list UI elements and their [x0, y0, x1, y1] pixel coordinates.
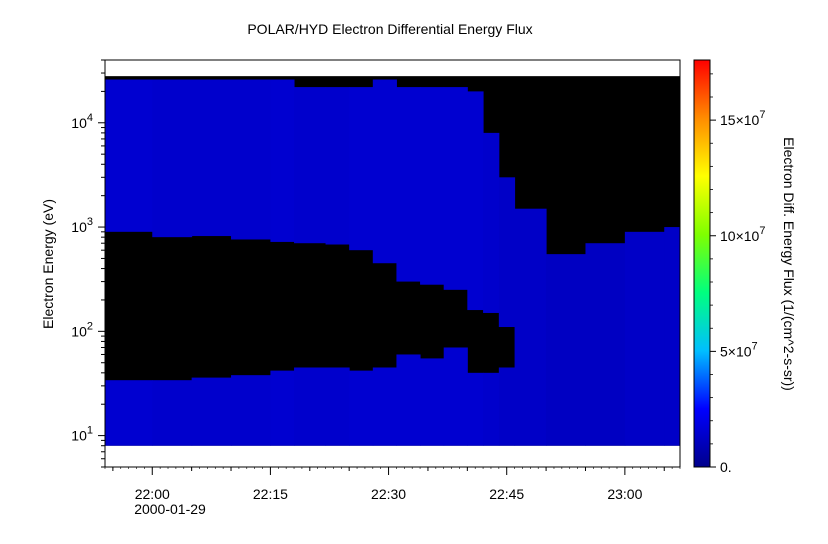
x-date-label: 2000-01-29 [134, 501, 206, 517]
y-axis: 101 102 103 104 [71, 59, 105, 468]
heatmap-cell [467, 91, 484, 311]
y-tick-label: 103 [71, 216, 93, 235]
colorbar-tick-label: 10×107 [720, 225, 765, 244]
heatmap-cell [443, 87, 468, 290]
heatmap-cell [467, 372, 484, 446]
chart-title: POLAR/HYD Electron Differential Energy F… [247, 21, 532, 37]
heatmap-cell [325, 367, 350, 446]
heatmap-cell [325, 87, 350, 245]
heatmap-cell [191, 79, 232, 237]
heatmap-layer [105, 76, 681, 446]
colorbar-tick-label: 0. [720, 459, 732, 475]
colorbar-label: Electron Diff. Energy Flux (1/(cm^2-s-sr… [781, 137, 797, 391]
heatmap-cell [191, 377, 232, 446]
y-tick-label: 101 [71, 425, 93, 444]
colorbar-ticks: 0. 5×107 10×107 15×107 [710, 73, 765, 475]
heatmap-cell [105, 380, 153, 446]
heatmap-cell [420, 358, 445, 446]
x-tick-label: 22:00 [135, 486, 170, 502]
heatmap-cell [231, 375, 271, 446]
y-tick-label: 104 [71, 112, 93, 131]
heatmap-cell [105, 79, 153, 232]
y-tick-label: 102 [71, 320, 93, 339]
plot-area [104, 59, 681, 468]
heatmap-cell [514, 208, 547, 446]
heatmap-cell [498, 177, 516, 328]
heatmap-cell [270, 370, 295, 446]
x-axis: 22:00 22:15 22:30 22:45 23:00 [104, 467, 681, 502]
heatmap-cell [396, 354, 421, 446]
colorbar-tick-label: 15×107 [720, 109, 765, 128]
heatmap-cell [294, 87, 327, 244]
heatmap-cell [483, 132, 500, 313]
heatmap-cell [483, 372, 500, 446]
heatmap-cell [498, 367, 516, 446]
heatmap-cell [294, 367, 327, 446]
y-axis-label: Electron Energy (eV) [40, 199, 56, 329]
heatmap-cell [372, 367, 397, 446]
heatmap-cell [349, 370, 374, 446]
heatmap-cell [443, 347, 468, 446]
x-tick-label: 23:00 [607, 486, 642, 502]
colorbar-gradient [693, 59, 711, 468]
heatmap-cell [152, 380, 193, 446]
heatmap-cell [270, 79, 295, 242]
heatmap-cell [152, 79, 193, 238]
heatmap-cell [546, 254, 586, 446]
heatmap-cell [585, 243, 626, 446]
x-tick-label: 22:15 [253, 486, 288, 502]
colorbar-tick-label: 5×107 [720, 340, 758, 359]
heatmap-cell [664, 227, 681, 446]
heatmap-cell [624, 231, 665, 446]
heatmap-cell [349, 87, 374, 251]
heatmap-cell [231, 79, 271, 240]
colorbar: 0. 5×107 10×107 15×107 [693, 59, 765, 475]
heatmap-cell [396, 87, 421, 282]
x-tick-label: 22:30 [371, 486, 406, 502]
heatmap-cell [420, 87, 445, 285]
x-tick-label: 22:45 [489, 486, 524, 502]
plot-frame [104, 59, 681, 468]
heatmap-cell [372, 79, 397, 264]
